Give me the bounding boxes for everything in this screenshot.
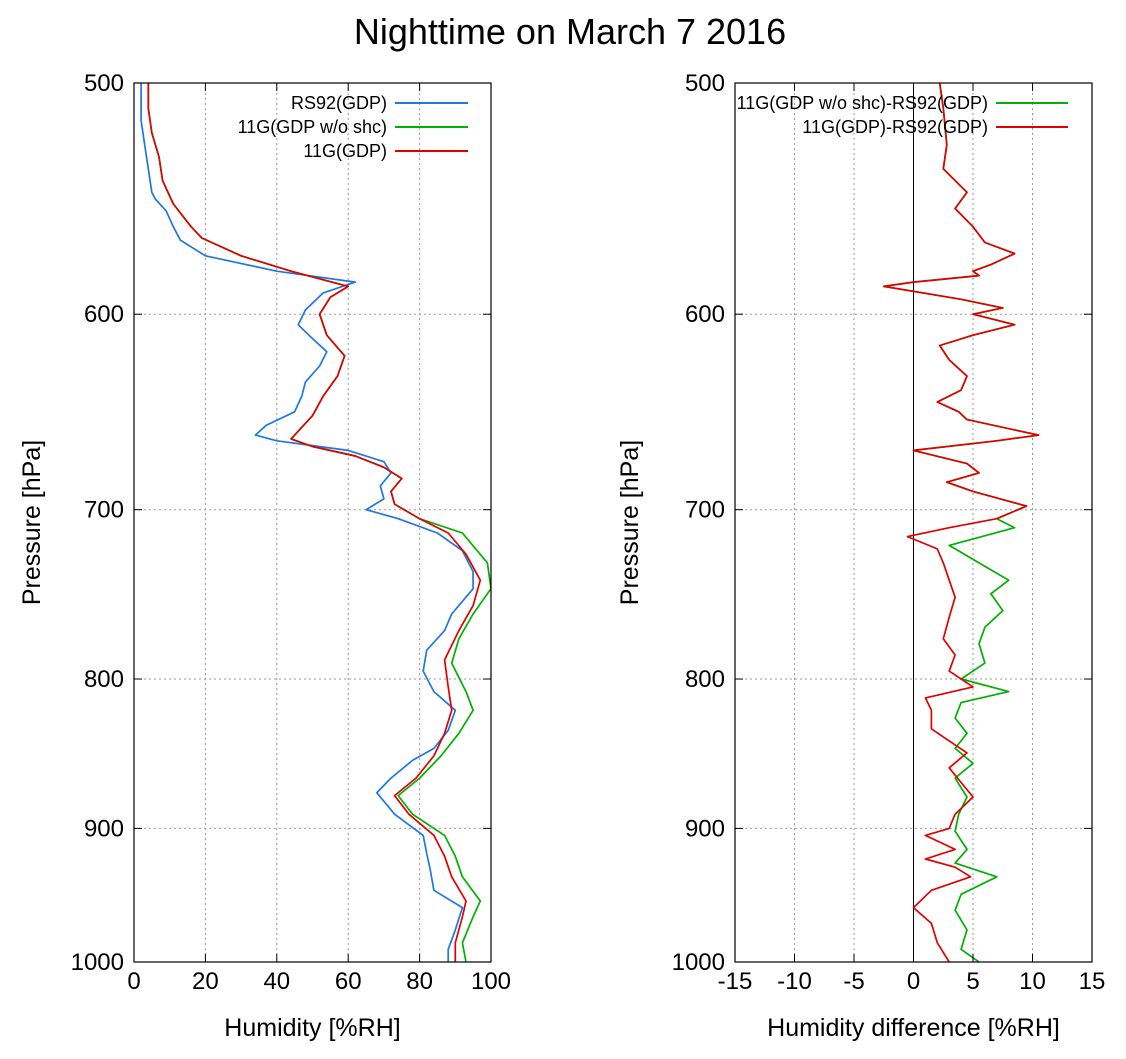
x-tick-label: 60 [335,968,362,995]
x-tick-label: -10 [777,968,812,995]
series-line-2 [147,83,482,962]
x-axis-label: Humidity [%RH] [224,1014,400,1042]
legend: RS92(GDP) 11G(GDP w/o shc) 11G(GDP) [238,93,468,161]
x-tick-label: 10 [1019,968,1046,995]
x-tick-label: 40 [263,968,290,995]
x-tick-label: 5 [966,968,979,995]
series-line-1 [882,83,1040,962]
panel-humidity: 0 20 40 60 80 100 500 600 700 800 900 1000 Humidity… [18,70,511,1042]
series-line-0 [140,83,474,962]
y-tick-label: 500 [84,70,124,97]
x-tick-label: 80 [406,968,433,995]
legend-label: RS92(GDP) [291,93,387,113]
y-tick-label: 600 [685,301,725,328]
legend: 11G(GDP w/o shc)-RS92(GDP) 11G(GDP)-RS92(… [737,93,1068,137]
x-axis-label: Humidity difference [%RH] [767,1014,1060,1042]
y-tick-label: 700 [685,497,725,524]
x-tick-label: 15 [1079,968,1106,995]
panel-humidity-difference: -15 -10 -5 0 5 10 15 500 600 700 800 900 1000 Humidi… [616,70,1105,1042]
y-tick-label: 900 [84,815,124,842]
x-tick-label: 20 [192,968,219,995]
x-tick-label: 100 [471,968,511,995]
x-tick-label: -5 [843,968,864,995]
plot-frame [133,82,492,963]
x-tick-label: 0 [907,968,920,995]
y-tick-label: 800 [84,666,124,693]
y-axis-label: Pressure [hPa] [616,440,644,605]
legend-label: 11G(GDP w/o shc)-RS92(GDP) [737,93,988,113]
y-tick-label: 800 [685,666,725,693]
y-tick-label: 1000 [71,949,124,976]
legend-label: 11G(GDP) [303,141,387,161]
y-axis-label: Pressure [hPa] [18,440,46,605]
y-tick-label: 600 [84,301,124,328]
legend-label: 11G(GDP)-RS92(GDP) [802,117,988,137]
legend-label: 11G(GDP w/o shc) [238,117,387,137]
y-tick-label: 700 [84,497,124,524]
y-tick-label: 900 [685,815,725,842]
x-tick-label: 0 [127,968,140,995]
figure-title: Nighttime on March 7 2016 [354,11,786,52]
y-tick-label: 500 [685,70,725,97]
x-tick-label: -15 [718,968,753,995]
y-tick-label: 1000 [672,949,725,976]
series-line-1 [147,83,491,962]
